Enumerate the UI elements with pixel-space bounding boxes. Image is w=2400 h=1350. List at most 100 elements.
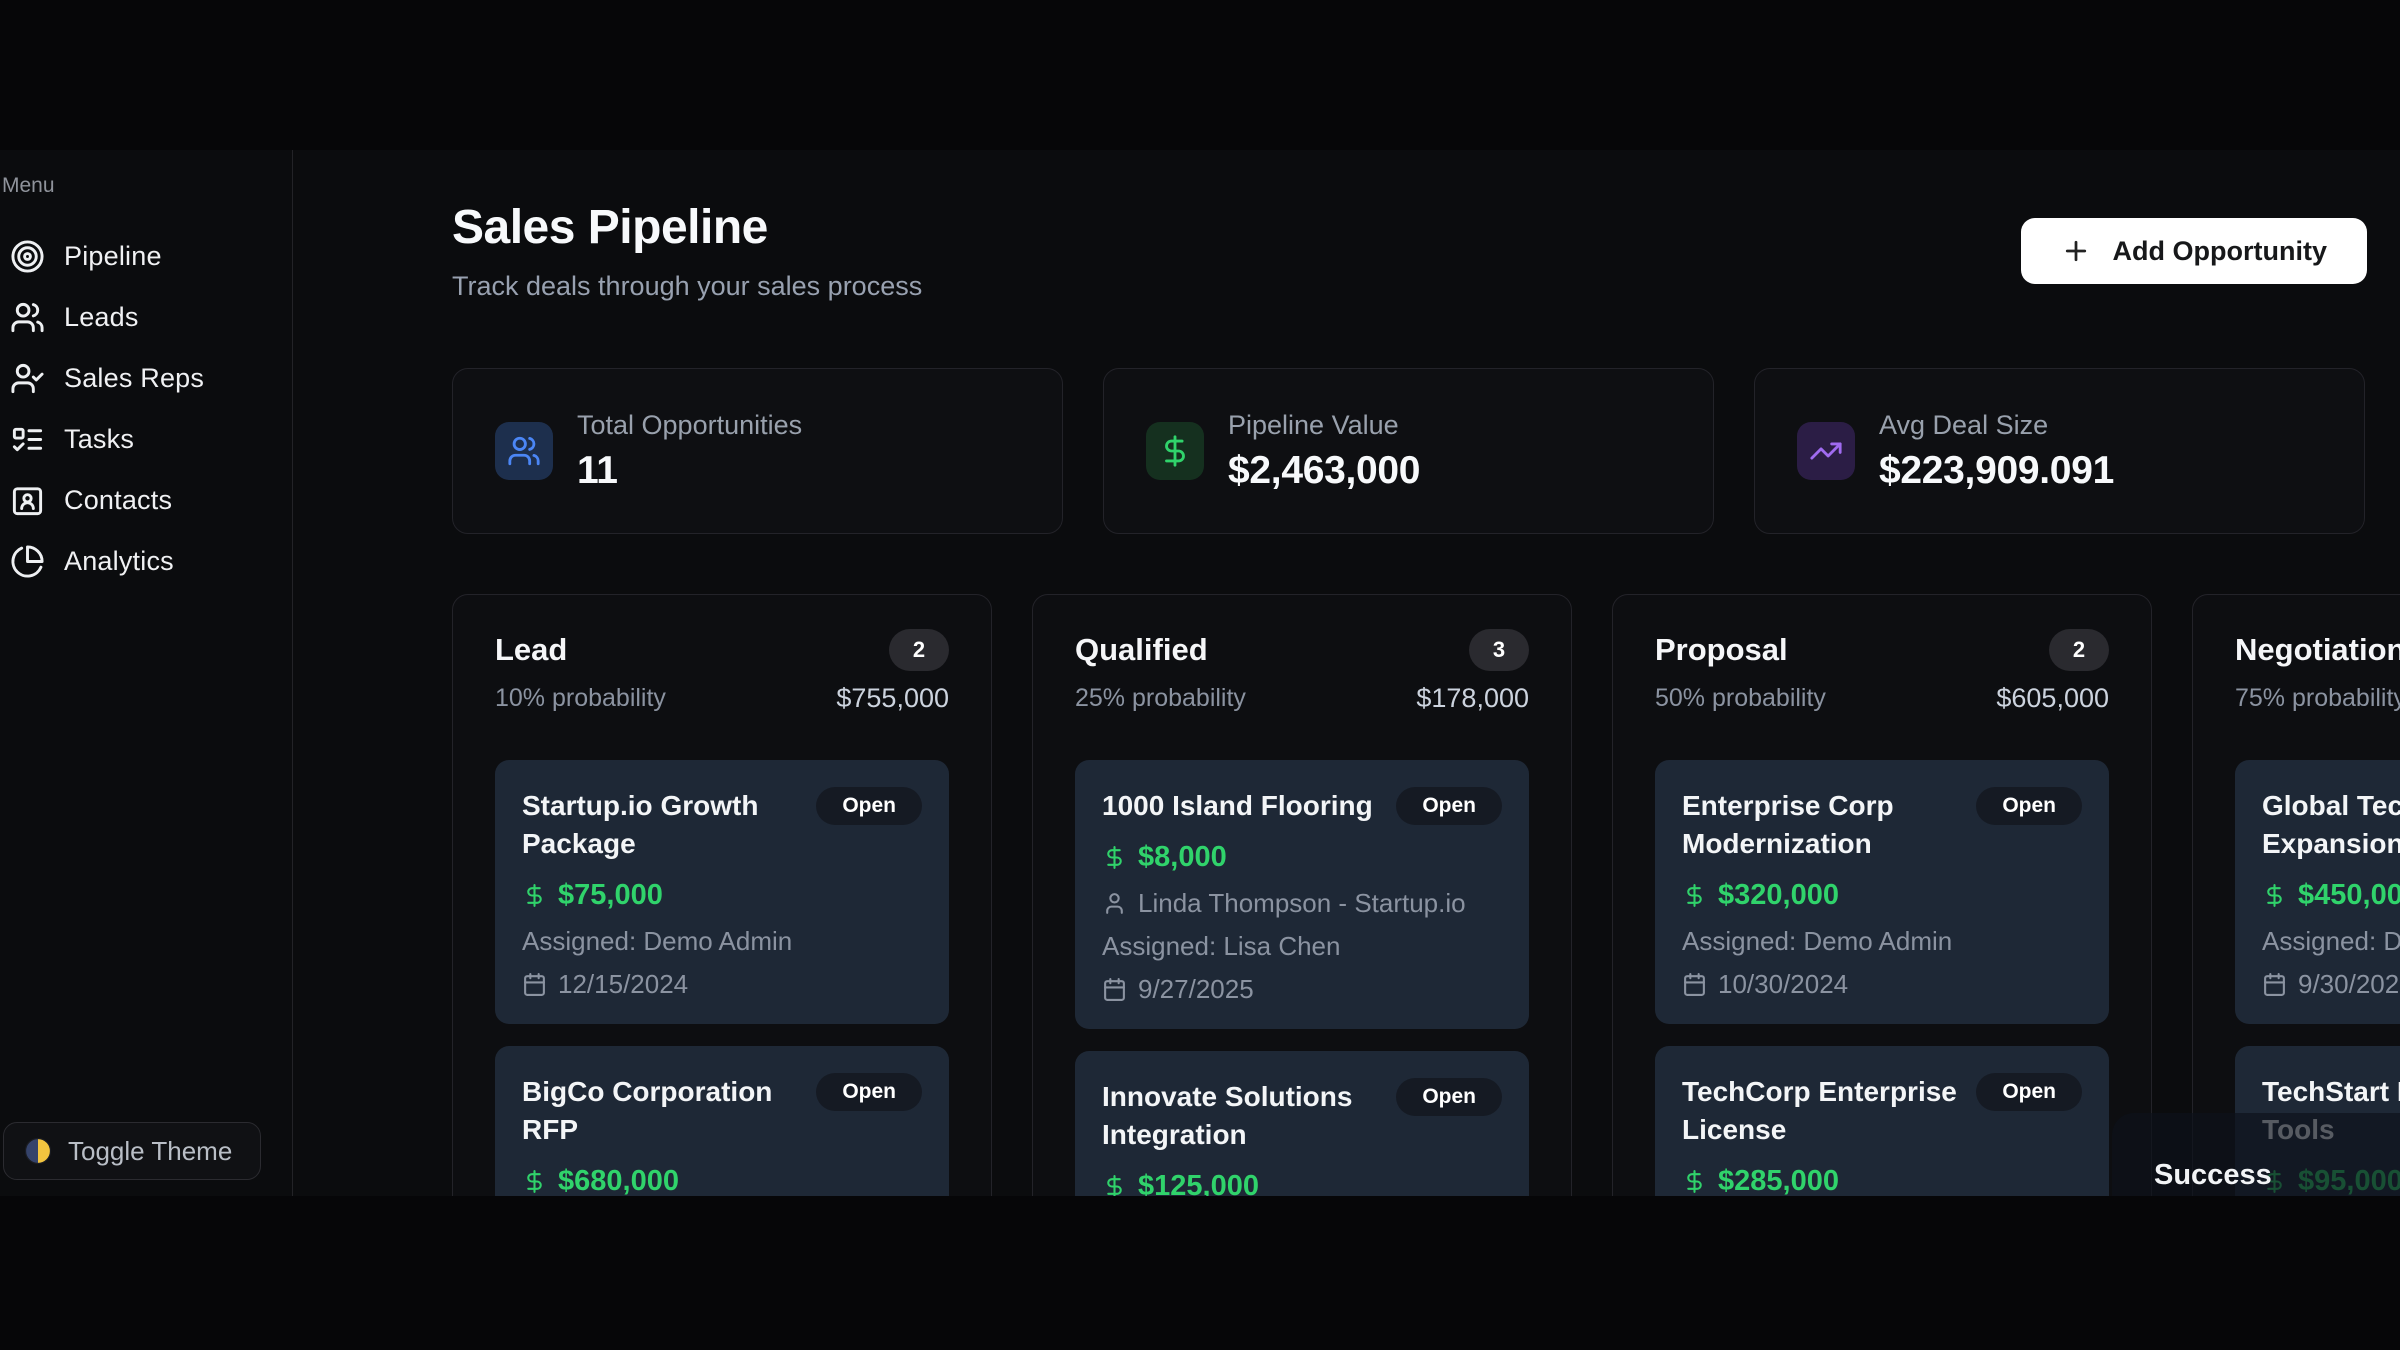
deal-card[interactable]: Innovate Solutions Integration Open $125… (1075, 1051, 1529, 1196)
main-content: Sales Pipeline Track deals through your … (293, 150, 2400, 1196)
deal-title: 1000 Island Flooring (1102, 790, 1373, 821)
deal-amount: $450,000 (2298, 879, 2400, 912)
deal-amount: $680,000 (558, 1165, 679, 1196)
deal-date: 10/30/2024 (1718, 969, 1849, 1000)
plus-icon (2061, 236, 2091, 266)
deal-amount: $8,000 (1138, 841, 1227, 874)
app-frame: Menu Pipeline Leads Sales Reps Tasks Con… (0, 150, 2400, 1196)
stat-label: Total Opportunities (577, 409, 803, 440)
column-probability: 75% probability (2235, 684, 2400, 712)
users-icon (495, 422, 553, 480)
sidebar-nav: Pipeline Leads Sales Reps Tasks Contacts… (0, 226, 292, 592)
sidebar-item-pipeline[interactable]: Pipeline (0, 226, 292, 287)
dollar-sign-icon (2262, 883, 2287, 908)
calendar-icon (1682, 972, 1707, 997)
column-count-badge: 2 (889, 629, 949, 671)
deal-amount: $285,000 (1718, 1165, 1839, 1196)
dollar-sign-icon (1102, 1174, 1127, 1196)
sidebar-item-sales-reps[interactable]: Sales Reps (0, 348, 292, 409)
deal-date: 9/30/2025 (2298, 969, 2400, 1000)
dollar-sign-icon (522, 1169, 547, 1194)
deal-contact: Linda Thompson - Startup.io (1138, 888, 1466, 919)
add-opportunity-label: Add Opportunity (2112, 235, 2327, 266)
toggle-theme-button[interactable]: Toggle Theme (3, 1122, 261, 1180)
dollar-sign-icon (522, 883, 547, 908)
page-title: Sales Pipeline (452, 201, 768, 254)
add-opportunity-button[interactable]: Add Opportunity (2020, 218, 2367, 284)
deal-title: Global Tech Expansion (2262, 790, 2400, 860)
stat-value: $223,909.091 (1879, 448, 2114, 492)
sidebar-item-label: Pipeline (64, 241, 162, 271)
sidebar-item-tasks[interactable]: Tasks (0, 409, 292, 470)
kanban-column-qualified: Qualified 3 25% probability $178,000 100… (1032, 594, 1572, 1196)
deal-title: Innovate Solutions Integration (1102, 1081, 1353, 1151)
column-count-badge: 3 (1469, 629, 1529, 671)
contact-card-icon (10, 483, 45, 518)
sidebar-item-label: Analytics (64, 546, 174, 576)
sidebar: Menu Pipeline Leads Sales Reps Tasks Con… (0, 150, 293, 1196)
page-header: Sales Pipeline Track deals through your … (452, 200, 2367, 302)
dollar-sign-icon (1146, 422, 1204, 480)
deal-card[interactable]: 1000 Island Flooring Open $8,000 Linda T… (1075, 760, 1529, 1030)
kanban-board: Lead 2 10% probability $755,000 Startup.… (452, 594, 2400, 1196)
sidebar-item-contacts[interactable]: Contacts (0, 470, 292, 531)
kanban-column-negotiation: Negotiation 2 75% probability $545,000 G… (2192, 594, 2400, 1196)
kanban-column-lead: Lead 2 10% probability $755,000 Startup.… (452, 594, 992, 1196)
status-badge: Open (1396, 1078, 1502, 1117)
stat-value: 11 (577, 448, 618, 492)
user-check-icon (10, 361, 45, 396)
deal-date: 12/15/2024 (558, 969, 689, 1000)
user-icon (1102, 891, 1127, 916)
sidebar-item-label: Tasks (64, 424, 135, 454)
deal-amount: $320,000 (1718, 879, 1839, 912)
column-total: $605,000 (1996, 683, 2109, 713)
deal-card[interactable]: Startup.io Growth Package Open $75,000 A… (495, 760, 949, 1025)
half-moon-icon (24, 1137, 52, 1165)
target-icon (10, 239, 45, 274)
toast-title: Success (2154, 1159, 2272, 1191)
stat-card-avg-deal-size: Avg Deal Size $223,909.091 (1754, 368, 2365, 534)
column-title: Proposal (1655, 632, 1788, 667)
deal-amount: $125,000 (1138, 1170, 1259, 1196)
deal-assigned: Assigned: Demo Admin (1682, 926, 1953, 957)
sidebar-menu-label: Menu (2, 174, 55, 197)
deal-title: Enterprise Corp Modernization (1682, 790, 1894, 860)
sidebar-item-label: Leads (64, 302, 139, 332)
calendar-icon (1102, 977, 1127, 1002)
status-badge: Open (1976, 787, 2082, 825)
sidebar-item-leads[interactable]: Leads (0, 287, 292, 348)
toggle-theme-label: Toggle Theme (68, 1135, 233, 1166)
stat-card-total-opportunities: Total Opportunities 11 (452, 368, 1063, 534)
deal-card[interactable]: Global Tech Expansion Open $450,000 Assi… (2235, 760, 2400, 1025)
stat-label: Pipeline Value (1228, 409, 1399, 440)
stat-label: Avg Deal Size (1879, 409, 2049, 440)
stats-row: Total Opportunities 11 Pipeline Value $2… (452, 368, 2367, 534)
deal-title: BigCo Corporation RFP (522, 1076, 773, 1146)
status-badge: Open (1396, 787, 1502, 825)
sidebar-item-label: Contacts (64, 485, 173, 515)
status-badge: Open (1976, 1073, 2082, 1112)
sidebar-item-analytics[interactable]: Analytics (0, 531, 292, 592)
stat-value: $2,463,000 (1228, 448, 1421, 492)
deal-amount: $75,000 (558, 879, 663, 912)
column-count-badge: 2 (2049, 629, 2109, 671)
calendar-icon (522, 972, 547, 997)
dollar-sign-icon (1102, 845, 1127, 870)
column-total: $178,000 (1416, 683, 1529, 713)
deal-date: 9/27/2025 (1138, 974, 1254, 1005)
dollar-sign-icon (1682, 883, 1707, 908)
column-total: $755,000 (836, 683, 949, 713)
column-probability: 10% probability (495, 684, 666, 712)
column-title: Negotiation (2235, 632, 2400, 667)
kanban-column-proposal: Proposal 2 50% probability $605,000 Ente… (1612, 594, 2152, 1196)
deal-card[interactable]: TechCorp Enterprise License Open $285,00… (1655, 1046, 2109, 1196)
success-toast: Success (2112, 1113, 2400, 1196)
trending-up-icon (1797, 422, 1855, 480)
deal-assigned: Assigned: Demo Admin (2262, 926, 2400, 957)
status-badge: Open (816, 787, 922, 825)
deal-card[interactable]: Enterprise Corp Modernization Open $320,… (1655, 760, 2109, 1025)
calendar-icon (2262, 972, 2287, 997)
deal-assigned: Assigned: Demo Admin (522, 926, 793, 957)
deal-card[interactable]: BigCo Corporation RFP Open $680,000 Assi… (495, 1046, 949, 1196)
stat-card-pipeline-value: Pipeline Value $2,463,000 (1103, 368, 1714, 534)
